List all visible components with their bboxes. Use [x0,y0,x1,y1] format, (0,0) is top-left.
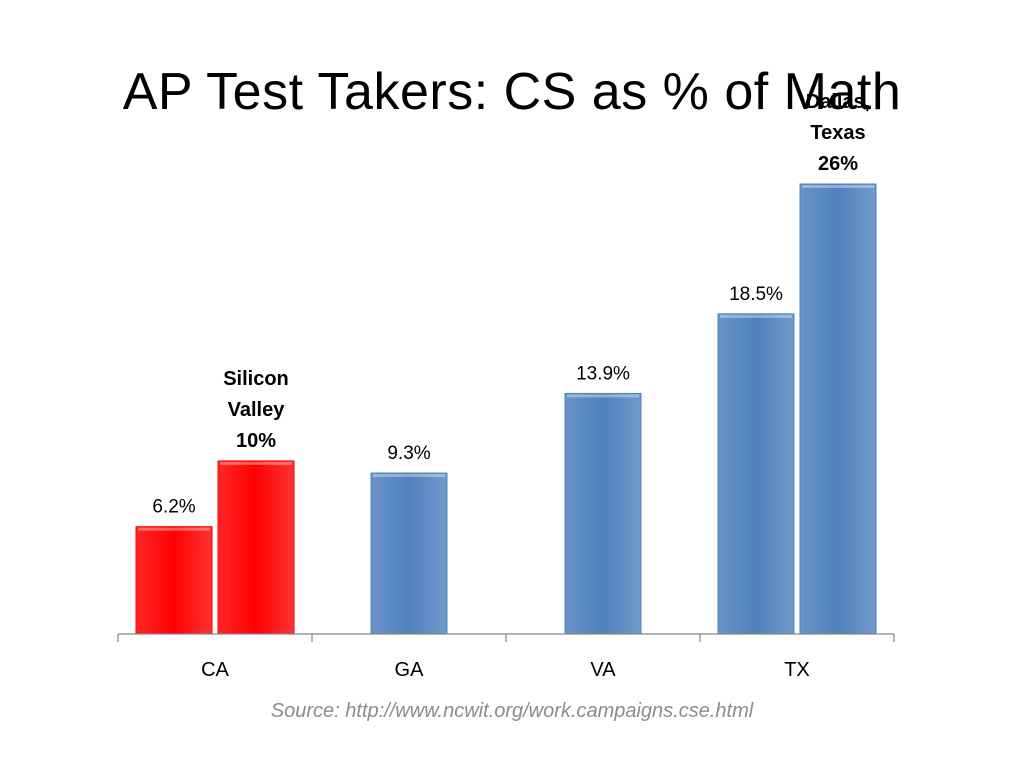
x-tick-label-ca: CA [201,659,229,681]
data-label-tx-26: Dallas, Texas 26% [806,91,870,175]
bar-tx-18-5 [717,313,795,635]
bar-highlight-ca-10 [220,461,292,465]
bar-tx-26 [799,183,877,635]
chart-title: AP Test Takers: CS as % of Math [122,63,902,121]
data-label-va-13-9: 13.9% [576,363,630,384]
bar-highlight-va-13-9 [567,394,639,398]
data-label-ca-10: Silicon Valley 10% [223,368,289,452]
x-tick-label-va: VA [590,659,616,681]
bar-ca-10 [217,460,295,635]
bar-ca-6-2 [135,526,213,635]
data-label-ga-9-3: 9.3% [387,443,430,464]
data-label-ca-6-2: 6.2% [152,497,195,518]
bar-highlight-tx-18-5 [720,314,792,318]
x-tick-label-ga: GA [395,659,425,681]
bar-ga-9-3 [370,472,448,635]
x-tick-label-tx: TX [784,659,810,681]
bar-va-13-9 [564,392,642,635]
bar-highlight-ca-6-2 [138,527,210,531]
data-label-tx-18-5: 18.5% [729,284,783,305]
source-note: Source: http://www.ncwit.org/work.campai… [270,700,754,722]
bar-highlight-tx-26 [802,185,874,188]
bar-highlight-ga-9-3 [373,474,445,478]
